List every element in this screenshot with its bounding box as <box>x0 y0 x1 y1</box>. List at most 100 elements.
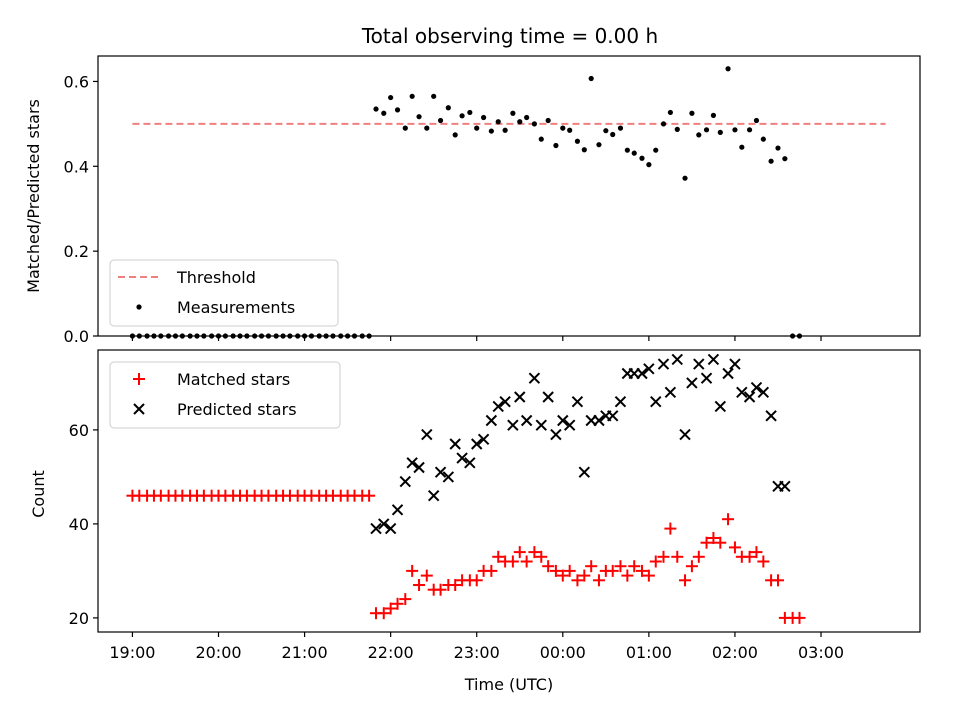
matched-star-point <box>384 602 397 615</box>
ratio-y-axis-label: Matched/Predicted stars <box>24 99 43 293</box>
matched-star-point <box>664 522 677 535</box>
measurement-point <box>502 127 508 133</box>
predicted-star-point <box>542 391 554 403</box>
measurement-point <box>696 132 702 138</box>
matched-star-point <box>520 555 533 568</box>
predicted-star-point <box>378 518 390 530</box>
matched-star-point <box>750 546 763 559</box>
matched-star-point <box>606 564 619 577</box>
matched-star-point <box>571 574 584 587</box>
matched-star-point <box>549 564 562 577</box>
count-x-axis-label: Time (UTC) <box>464 675 553 694</box>
measurement-point <box>725 66 731 72</box>
predicted-star-point <box>757 386 770 399</box>
matched-star-point <box>528 546 541 559</box>
ratio-y-tick-label: 0.6 <box>64 72 89 91</box>
count-panel: 20 40 60 19:00 20:00 21:00 22:00 23:00 00:00 01:… <box>29 349 921 694</box>
predicted-star-point <box>464 457 476 469</box>
ratio-y-axis: 0.0 0.2 0.4 0.6 <box>64 72 98 346</box>
matched-star-point <box>492 550 505 563</box>
measurement-point <box>653 147 659 153</box>
measurement-point <box>603 128 609 134</box>
measurement-point <box>610 131 616 138</box>
measurement-point <box>531 121 537 127</box>
predicted-star-point <box>614 395 627 408</box>
matched-star-point <box>628 560 641 573</box>
predicted-star-point <box>499 395 511 408</box>
count-x-tick-label: 01:00 <box>626 643 672 662</box>
matched-star-point <box>578 569 591 582</box>
matched-star-point <box>420 569 433 582</box>
predicted-star-point <box>406 457 418 469</box>
measurement-point <box>431 93 437 99</box>
count-marks <box>126 353 806 624</box>
ratio-legend-box <box>109 259 339 327</box>
ratio-marks <box>129 66 886 339</box>
predicted-star-point <box>557 414 569 427</box>
count-x-tick-label: 03:00 <box>798 643 844 662</box>
measurement-point <box>689 110 695 116</box>
count-x-tick-label: 02:00 <box>712 643 758 662</box>
predicted-star-point <box>563 419 576 431</box>
matched-star-point <box>556 569 569 582</box>
matched-star-point <box>722 513 735 526</box>
matched-star-point <box>449 579 462 591</box>
measurement-point <box>596 142 602 148</box>
predicted-star-point <box>571 395 584 408</box>
matched-star-point <box>728 541 741 554</box>
matched-star-point <box>399 593 412 606</box>
measurement-point <box>445 105 451 111</box>
predicted-star-point <box>578 466 591 478</box>
predicted-star-point <box>664 386 677 399</box>
ratio-y-tick-label: 0.2 <box>64 242 89 261</box>
measurement-point <box>674 126 680 132</box>
predicted-star-point <box>643 363 655 375</box>
measurement-point <box>437 117 444 124</box>
measurement-point <box>775 145 781 151</box>
legend-predicted-label: Predicted stars <box>177 400 297 419</box>
predicted-star-point <box>714 400 727 413</box>
measurement-point <box>467 109 473 116</box>
measurement-point <box>488 128 494 134</box>
measurement-point <box>682 175 688 181</box>
matched-star-point <box>485 564 498 577</box>
measurement-point <box>746 127 753 133</box>
measurement-point <box>703 127 710 133</box>
measurement-point <box>617 125 624 131</box>
measurement-point <box>624 147 630 153</box>
predicted-star-point <box>707 353 720 366</box>
measurement-point <box>381 110 387 116</box>
predicted-star-point <box>413 461 425 474</box>
predicted-star-point <box>442 471 455 483</box>
ratio-x-ticks <box>131 336 822 341</box>
predicted-star-point <box>456 452 468 464</box>
predicted-star-point <box>693 358 705 370</box>
predicted-star-point <box>736 386 748 399</box>
matched-star-point <box>743 550 756 563</box>
measurement-point <box>538 136 544 142</box>
predicted-star-point <box>492 400 504 413</box>
predicted-star-point <box>391 504 404 516</box>
matched-star-point <box>657 550 670 563</box>
predicted-star-point <box>485 414 498 427</box>
predicted-star-point <box>722 367 734 380</box>
matched-star-point <box>685 560 698 573</box>
measurement-point <box>768 158 774 164</box>
measurement-point <box>474 125 480 131</box>
predicted-star-point <box>370 522 382 535</box>
measurement-point <box>667 109 673 116</box>
measurement-point <box>409 93 415 99</box>
measurement-point <box>394 107 401 113</box>
count-y-tick-label: 60 <box>69 421 89 440</box>
matched-star-point <box>642 569 655 582</box>
matched-star-point <box>707 532 720 544</box>
measurement-point <box>782 156 788 162</box>
measurement-point <box>373 106 379 112</box>
count-y-tick-label: 40 <box>69 515 89 534</box>
predicted-star-point <box>686 377 698 389</box>
predicted-star-point <box>550 428 562 441</box>
measurement-point <box>545 117 551 124</box>
predicted-star-point <box>671 353 683 366</box>
measurement-point <box>402 125 408 131</box>
